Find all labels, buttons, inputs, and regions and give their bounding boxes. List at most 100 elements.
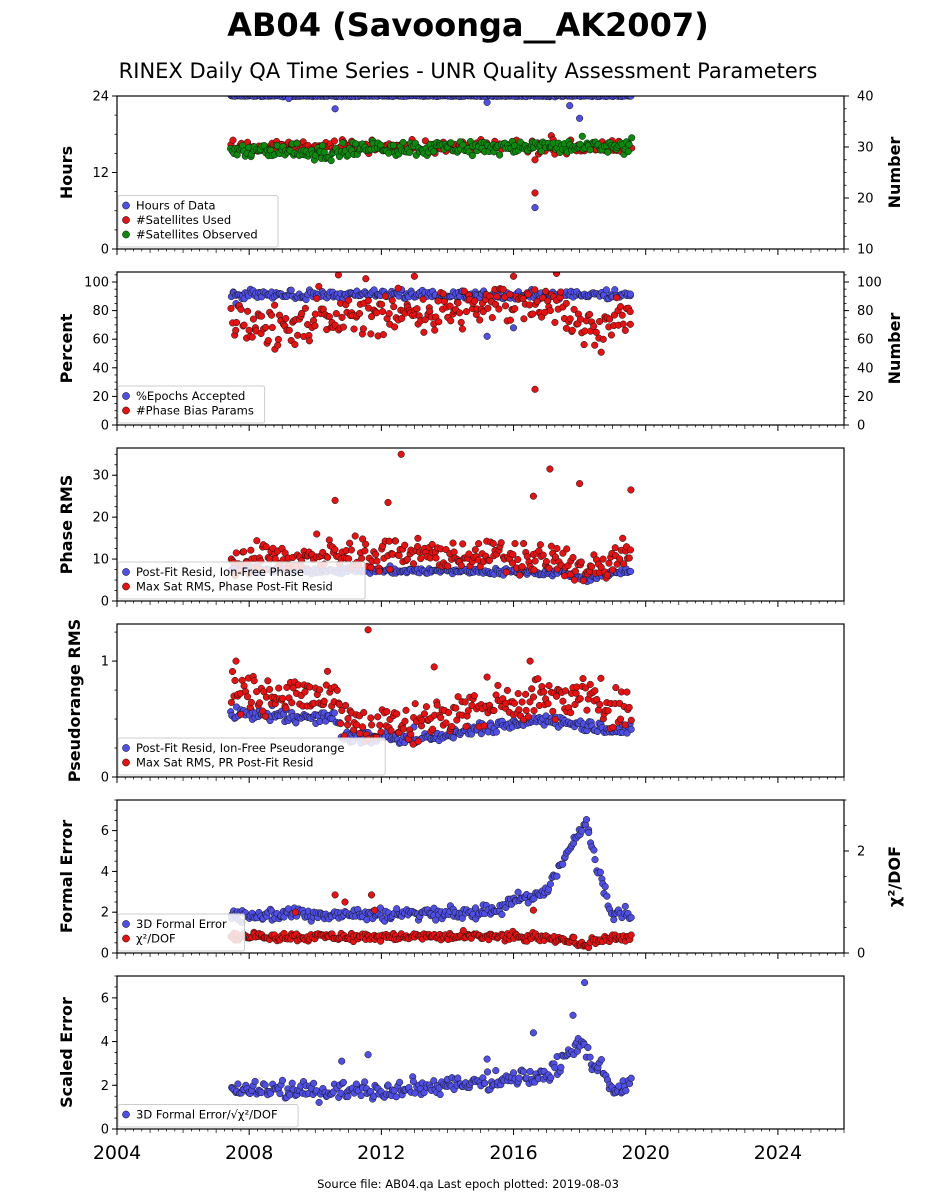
data-point: [552, 272, 561, 277]
data-point: [362, 540, 370, 548]
data-point: [390, 303, 398, 311]
y-tick-label: 6: [101, 991, 109, 1006]
y-tick-label: 0: [101, 947, 109, 962]
data-point: [249, 315, 257, 323]
y-tick-label: 0: [101, 595, 109, 610]
data-point: [619, 534, 627, 542]
y-axis-label: Hours: [57, 146, 76, 199]
data-point: [373, 309, 381, 317]
data-point: [493, 292, 501, 300]
data-point: [281, 549, 289, 557]
data-point: [378, 300, 386, 308]
data-point: [256, 699, 264, 707]
y-tick-label: 30: [92, 469, 109, 484]
data-point: [553, 872, 561, 880]
data-point: [483, 98, 491, 106]
data-point: [621, 326, 629, 334]
y-tick-label: 20: [92, 511, 109, 526]
data-point: [605, 559, 613, 567]
x-tick-label: 2024: [754, 1142, 802, 1164]
data-point: [579, 675, 587, 683]
legend-marker: [122, 1110, 130, 1119]
data-point: [491, 300, 500, 308]
data-point: [288, 699, 296, 707]
y-tick-label: 2: [101, 906, 109, 921]
data-point: [586, 310, 594, 318]
y-tick-label: 24: [92, 90, 109, 105]
data-point: [418, 716, 426, 724]
data-point: [257, 1089, 266, 1097]
data-point: [483, 332, 491, 340]
data-point: [546, 307, 554, 315]
series-2: [227, 891, 635, 952]
data-point: [566, 315, 574, 323]
data-point: [570, 305, 578, 313]
data-point: [429, 725, 437, 733]
data-point: [561, 687, 570, 695]
legend-label: #Satellites Observed: [136, 228, 258, 242]
data-point: [547, 1074, 555, 1082]
data-point: [464, 707, 472, 715]
right-y-tick-label: 30: [857, 141, 874, 156]
data-point: [476, 316, 484, 324]
data-point: [232, 318, 241, 327]
data-point: [590, 846, 598, 854]
legend-label: Max Sat RMS, Phase Post-Fit Resid: [136, 580, 333, 594]
data-point: [320, 697, 328, 705]
data-point: [628, 134, 636, 142]
data-point: [344, 1093, 352, 1101]
data-point: [576, 315, 585, 323]
data-point: [592, 328, 600, 336]
data-point: [557, 1063, 565, 1071]
data-point: [586, 146, 594, 154]
data-point: [247, 698, 255, 706]
data-point: [529, 492, 537, 500]
data-point: [359, 325, 367, 333]
data-point: [435, 318, 443, 326]
data-point: [611, 544, 619, 552]
data-point: [516, 571, 524, 579]
data-point: [515, 1074, 523, 1082]
data-point: [327, 157, 335, 165]
data-point: [251, 1077, 259, 1085]
data-point: [562, 299, 570, 307]
data-point: [385, 310, 393, 318]
data-point: [471, 904, 480, 912]
data-point: [387, 727, 395, 735]
data-point: [401, 717, 409, 725]
data-point: [571, 567, 579, 575]
data-point: [552, 692, 561, 700]
data-point: [580, 341, 588, 349]
data-point: [357, 1092, 365, 1100]
data-point: [305, 337, 313, 345]
legend-marker: [122, 582, 130, 591]
data-point: [430, 663, 438, 671]
data-point: [618, 311, 626, 319]
data-point: [509, 324, 518, 332]
data-point: [430, 147, 438, 156]
data-point: [496, 151, 504, 159]
data-point: [381, 292, 389, 300]
data-point: [529, 1029, 537, 1037]
data-point: [331, 496, 339, 504]
data-point: [447, 317, 455, 325]
data-point: [475, 540, 483, 548]
data-point: [483, 1055, 491, 1063]
data-point: [567, 570, 575, 578]
data-point: [609, 566, 617, 574]
series-1: [228, 979, 635, 1106]
y-tick-label: 4: [101, 1035, 109, 1050]
data-point: [344, 721, 352, 729]
data-point: [346, 539, 354, 547]
data-point: [419, 295, 427, 303]
data-point: [266, 685, 274, 693]
data-point: [358, 554, 366, 562]
data-point: [301, 304, 309, 312]
data-point: [442, 719, 450, 727]
data-point: [376, 721, 384, 729]
data-point: [625, 554, 633, 562]
legend-box: [117, 195, 279, 248]
data-point: [551, 715, 559, 723]
